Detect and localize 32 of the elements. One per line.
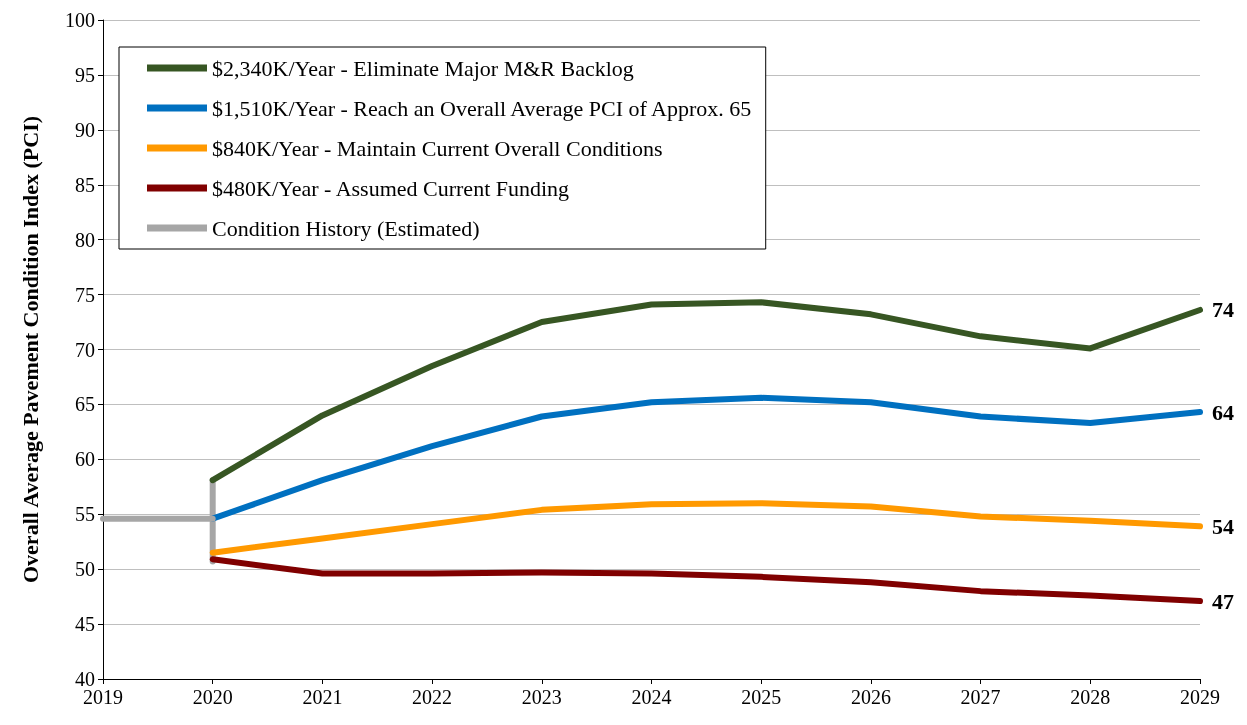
legend-label: $840K/Year - Maintain Current Overall Conditions bbox=[212, 135, 663, 161]
y-tick-label: 90 bbox=[75, 118, 95, 141]
x-tick-label: 2021 bbox=[302, 686, 343, 708]
x-tick-label: 2028 bbox=[1070, 686, 1111, 708]
legend-label: Condition History (Estimated) bbox=[212, 215, 480, 241]
x-tick-label: 2029 bbox=[1180, 686, 1220, 708]
y-axis-title: Overall Average Pavement Condition Index (PCI) bbox=[17, 115, 43, 584]
data-label: 54 bbox=[1212, 513, 1234, 539]
legend-label: $2,340K/Year - Eliminate Major M&R Backlog bbox=[212, 55, 634, 81]
x-tick-label: 2024 bbox=[631, 686, 672, 708]
legend-label: $480K/Year - Assumed Current Funding bbox=[212, 175, 570, 201]
y-tick-label: 100 bbox=[65, 9, 95, 31]
data-label: 64 bbox=[1212, 399, 1234, 425]
legend-label: $1,510K/Year - Reach an Overall Average PCI of Approx. 65 bbox=[212, 95, 752, 121]
x-tick-label: 2022 bbox=[412, 686, 453, 708]
x-tick-label: 2026 bbox=[850, 686, 891, 708]
y-tick-label: 65 bbox=[75, 393, 95, 416]
x-tick-label: 2027 bbox=[960, 686, 1001, 708]
data-label: 47 bbox=[1212, 588, 1234, 614]
y-tick-label: 75 bbox=[75, 283, 95, 306]
data-label: 74 bbox=[1212, 297, 1234, 323]
y-tick-label: 95 bbox=[75, 63, 95, 86]
y-tick-label: 70 bbox=[75, 338, 95, 361]
y-tick-label: 45 bbox=[75, 613, 95, 636]
x-tick-label: 2025 bbox=[741, 686, 782, 708]
y-tick-label: 60 bbox=[75, 448, 95, 471]
y-tick-label: 55 bbox=[75, 503, 95, 526]
x-tick-label: 2020 bbox=[192, 686, 233, 708]
y-tick-label: 85 bbox=[75, 173, 95, 196]
y-tick-label: 50 bbox=[75, 558, 95, 581]
y-tick-label: 80 bbox=[75, 228, 95, 251]
x-tick-label: 2023 bbox=[521, 686, 562, 708]
